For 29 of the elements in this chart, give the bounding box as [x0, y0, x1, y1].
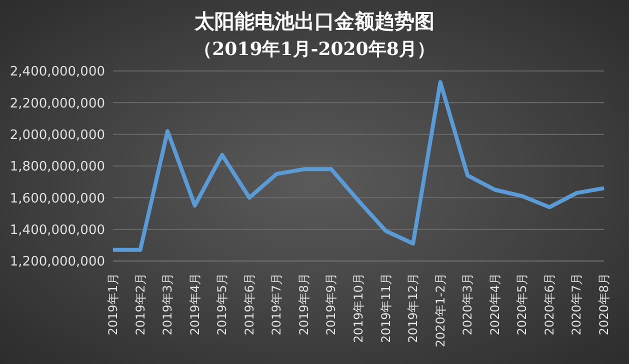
y-tick-label: 1,600,000,000 — [10, 191, 105, 206]
x-tick-label: 2019年4月 — [188, 273, 202, 336]
chart-title: 太阳能电池出口金额趋势图 — [193, 8, 436, 35]
x-tick-label: 2020年5月 — [515, 273, 530, 336]
x-tick-label: 2019年10月 — [352, 273, 366, 343]
x-tick-label: 2019年5月 — [215, 273, 230, 336]
x-tick-label: 2019年3月 — [160, 273, 175, 336]
chart-subtitle: （2019年1月-2020年8月） — [193, 38, 436, 61]
y-tick-label: 2,200,000,000 — [10, 96, 105, 112]
x-tick-label: 2020年7月 — [570, 273, 584, 336]
y-tick-label: 2,000,000,000 — [10, 128, 105, 143]
y-tick-label: 1,800,000,000 — [10, 160, 105, 175]
x-tick-label: 2019年9月 — [324, 273, 338, 336]
x-tick-label: 2019年12月 — [406, 273, 420, 343]
x-tick-label: 2019年8月 — [296, 273, 311, 336]
y-tick-label: 1,400,000,000 — [10, 222, 105, 238]
x-tick-label: 2020年6月 — [542, 273, 556, 336]
x-tick-label: 2019年6月 — [242, 273, 256, 336]
x-tick-label: 2020年3月 — [460, 273, 475, 336]
y-tick-label: 2,400,000,000 — [10, 64, 105, 80]
x-tick-label: 2019年11月 — [378, 273, 393, 343]
x-tick-label: 2019年1月 — [106, 273, 120, 336]
x-tick-label: 2019年2月 — [133, 273, 148, 336]
line-series — [111, 80, 606, 252]
x-tick-label: 2020年4月 — [488, 273, 502, 336]
y-tick-label: 1,200,000,000 — [10, 254, 105, 270]
x-tick-label: 2019年7月 — [270, 273, 284, 336]
x-tick-label: 2020年8月 — [597, 273, 611, 336]
x-tick-label: 2020年1-2月 — [433, 273, 448, 348]
